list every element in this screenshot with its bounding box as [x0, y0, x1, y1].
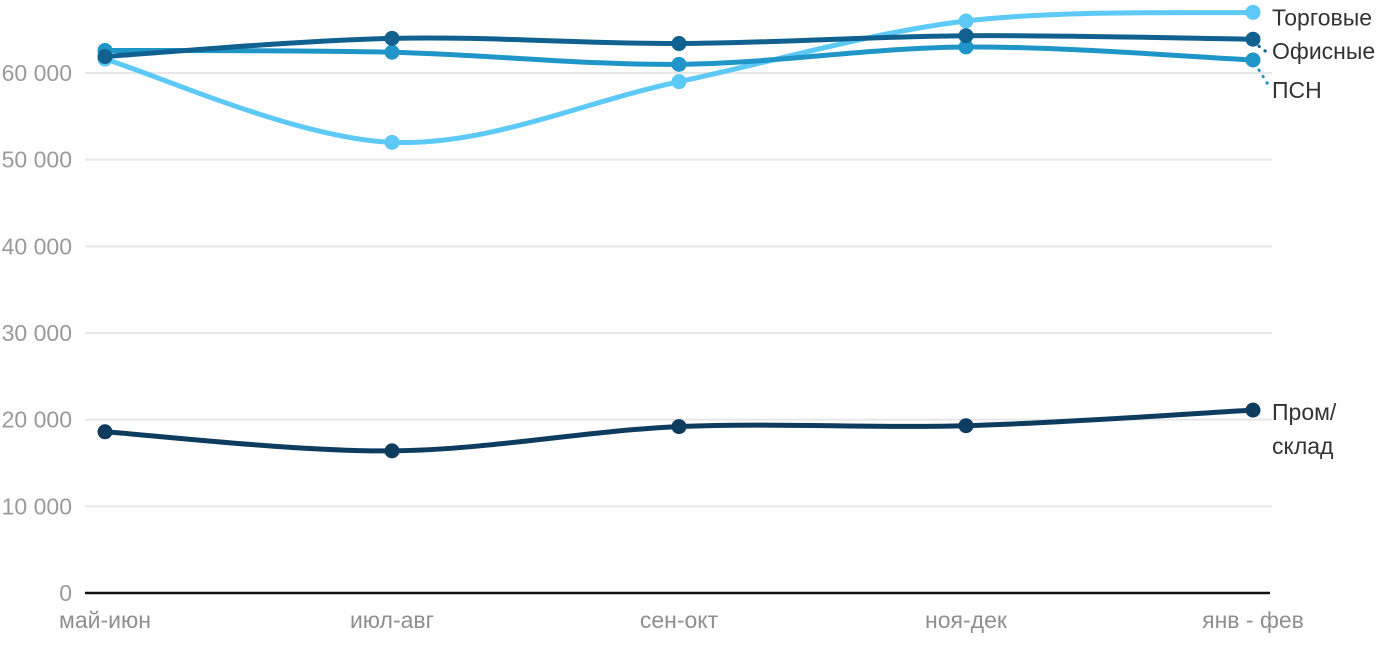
- series-label-3: Пром/склад: [1272, 399, 1337, 459]
- y-tick-label: 60 000: [2, 60, 72, 86]
- data-point[interactable]: [97, 424, 113, 440]
- data-point[interactable]: [671, 36, 687, 52]
- y-tick-label: 10 000: [2, 493, 72, 519]
- data-point[interactable]: [1245, 31, 1261, 47]
- data-point[interactable]: [384, 134, 400, 150]
- y-tick-label: 50 000: [2, 147, 72, 173]
- series-label-0: Торговые: [1272, 4, 1372, 30]
- data-point[interactable]: [958, 39, 974, 55]
- x-tick-label: сен-окт: [640, 607, 719, 633]
- series-label-2: ПСН: [1272, 77, 1322, 103]
- label-leader-line: [1257, 44, 1270, 55]
- x-tick-label: июл-авг: [350, 607, 434, 633]
- x-tick-label: янв - фев: [1202, 607, 1304, 633]
- data-point[interactable]: [1245, 402, 1261, 418]
- data-point[interactable]: [384, 443, 400, 459]
- y-tick-label: 20 000: [2, 407, 72, 433]
- y-tick-label: 40 000: [2, 233, 72, 259]
- data-point[interactable]: [958, 13, 974, 29]
- data-point[interactable]: [671, 56, 687, 72]
- data-point[interactable]: [97, 49, 113, 65]
- data-point[interactable]: [958, 418, 974, 434]
- data-point[interactable]: [1245, 52, 1261, 68]
- x-tick-label: май-июн: [59, 607, 151, 633]
- label-leader-line: [1257, 68, 1271, 88]
- data-point[interactable]: [671, 419, 687, 435]
- data-point[interactable]: [958, 28, 974, 44]
- x-tick-label: ноя-дек: [925, 607, 1008, 633]
- data-point[interactable]: [671, 74, 687, 90]
- y-tick-label: 0: [59, 580, 72, 606]
- data-point[interactable]: [384, 30, 400, 46]
- series-label-1: Офисные: [1272, 38, 1375, 64]
- data-point[interactable]: [1245, 4, 1261, 20]
- y-tick-label: 30 000: [2, 320, 72, 346]
- data-point[interactable]: [384, 44, 400, 60]
